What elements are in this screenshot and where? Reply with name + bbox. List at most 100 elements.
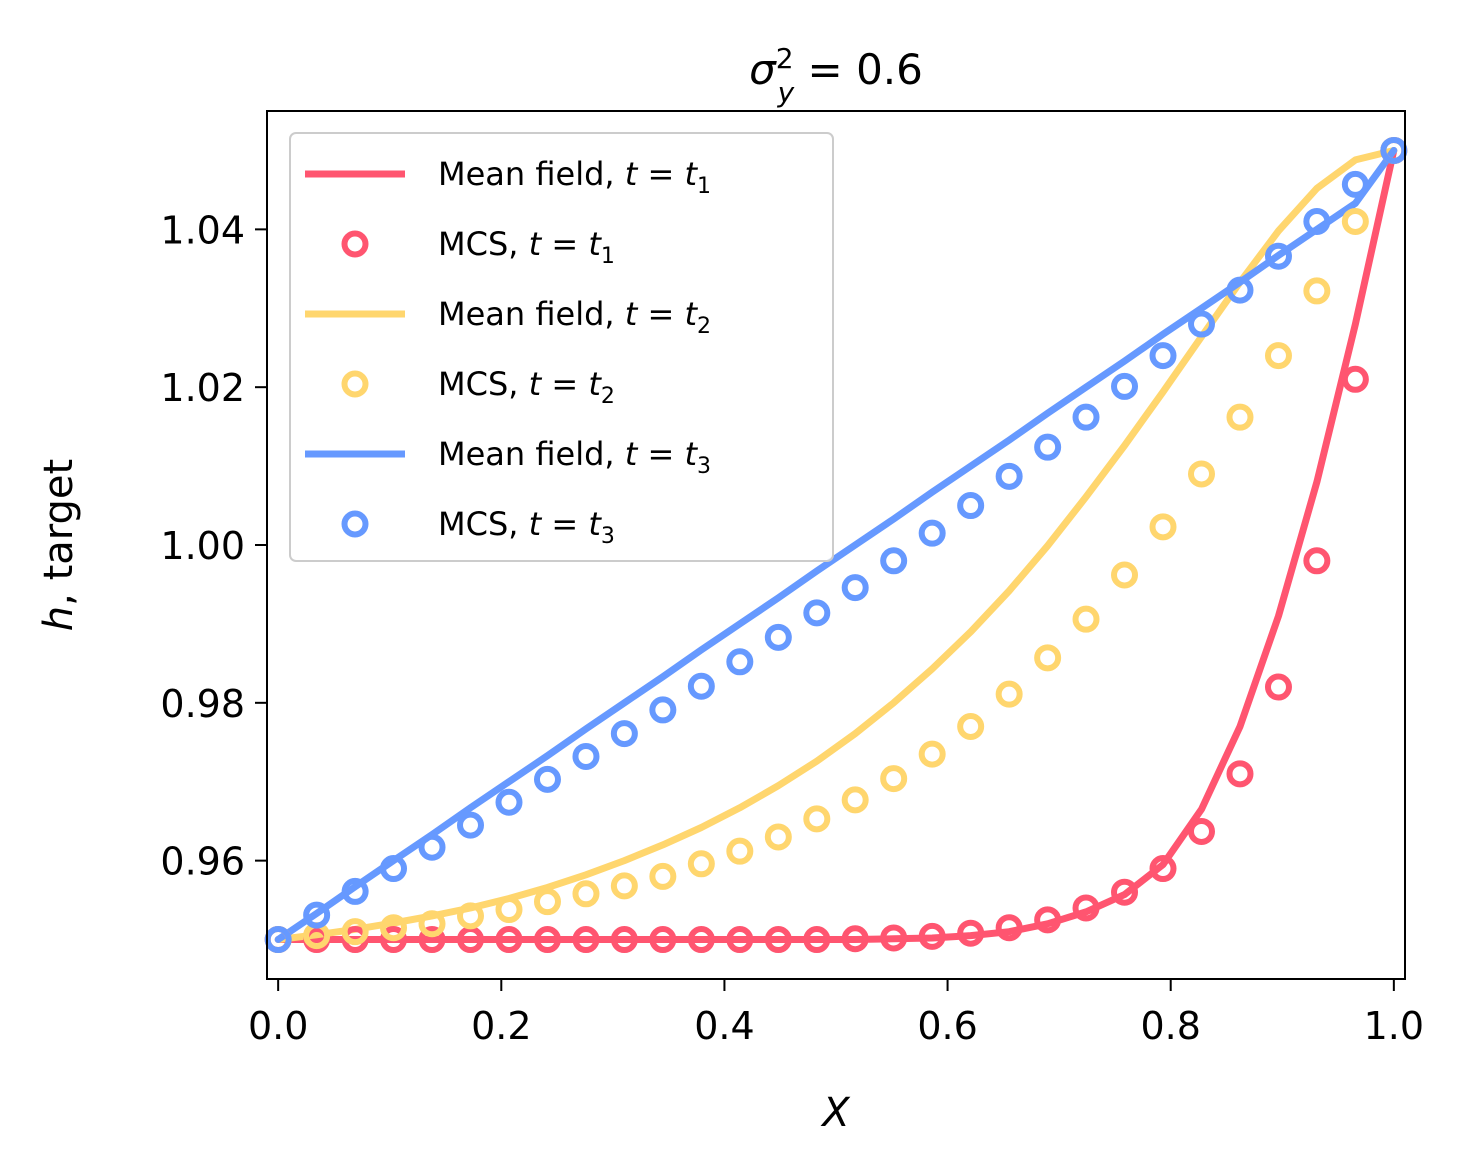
mcs-point-t2	[957, 712, 985, 740]
mcs-point-t3	[803, 599, 831, 627]
y-tick-label: 0.96	[160, 840, 245, 884]
mcs-point-t3	[457, 811, 485, 839]
legend-label: MCS, t = t2	[438, 365, 615, 409]
mcs-point-t2	[457, 902, 485, 930]
mcs-point-t1	[841, 925, 869, 953]
mcs-point-t1	[1187, 817, 1215, 845]
mcs-point-t3	[303, 901, 331, 929]
legend-marker-swatch	[341, 510, 369, 538]
series-line-t3	[274, 147, 1398, 943]
legend-marker-swatch	[341, 370, 369, 398]
legend-marker-swatch	[341, 230, 369, 258]
mcs-point-t3	[1187, 310, 1215, 338]
mcs-point-t3	[495, 788, 523, 816]
mcs-point-t2	[610, 872, 638, 900]
mcs-point-t2	[803, 805, 831, 833]
mcs-point-t3	[610, 720, 638, 748]
mcs-point-t2	[1149, 513, 1177, 541]
mcs-point-t2	[572, 880, 600, 908]
mcs-point-t3	[995, 462, 1023, 490]
mcs-point-t2	[764, 823, 792, 851]
mcs-point-t1	[687, 926, 715, 954]
mcs-point-t1	[880, 924, 908, 952]
legend-entries: Mean field, t = t1 MCS, t = t1 Mean field,…	[305, 155, 711, 549]
mcs-point-t3	[1149, 342, 1177, 370]
mcs-point-t1	[995, 914, 1023, 942]
x-tick-label: 0.0	[248, 1004, 308, 1048]
mcs-point-t3	[918, 519, 946, 547]
x-tick-label: 0.6	[917, 1004, 977, 1048]
mcs-point-t3	[1226, 276, 1254, 304]
mcs-point-t3	[1034, 433, 1062, 461]
mcs-point-t3	[1072, 403, 1100, 431]
mcs-point-t3	[1341, 170, 1369, 198]
mcs-point-t2	[918, 740, 946, 768]
y-tick-label: 0.98	[160, 682, 245, 726]
y-tick-label: 1.00	[160, 524, 245, 568]
mcs-point-t3	[341, 877, 369, 905]
mcs-point-t2	[1187, 460, 1215, 488]
x-tick-label: 1.0	[1364, 1004, 1424, 1048]
y-tick-label: 1.04	[160, 208, 245, 252]
mcs-point-t1	[495, 926, 523, 954]
series-line-t1	[274, 147, 1398, 943]
x-tick-label: 0.2	[471, 1004, 531, 1048]
mcs-point-t1	[957, 919, 985, 947]
mcs-point-t3	[1111, 372, 1139, 400]
mcs-point-t1	[649, 926, 677, 954]
mcs-point-t2	[1034, 644, 1062, 672]
mcs-point-t2	[726, 837, 754, 865]
mcs-point-t1	[610, 926, 638, 954]
mcs-point-t2	[1111, 561, 1139, 589]
mcs-point-t3	[572, 742, 600, 770]
mcs-point-t1	[533, 926, 561, 954]
mcs-point-t1	[1111, 878, 1139, 906]
chart-title: σ2 y = 0.6	[749, 42, 923, 109]
mcs-point-t2	[649, 862, 677, 890]
mcs-point-t1	[1341, 365, 1369, 393]
legend-label: MCS, t = t1	[438, 225, 615, 269]
mcs-point-t3	[764, 623, 792, 651]
mcs-point-t3	[687, 672, 715, 700]
mcs-point-t2	[880, 765, 908, 793]
mcs-point-t2	[841, 786, 869, 814]
y-axis: 0.96 0.98 1.00 1.02 1.04	[160, 208, 267, 884]
mcs-point-t1	[726, 926, 754, 954]
x-axis-label: X	[820, 1090, 851, 1136]
mcs-point-t3	[841, 574, 869, 602]
mcs-point-t1	[1149, 855, 1177, 883]
legend: Mean field, t = t1 MCS, t = t1 Mean field,…	[289, 132, 834, 562]
y-tick-label: 1.02	[160, 366, 245, 410]
mcs-point-t1	[1264, 673, 1292, 701]
mcs-point-t1	[764, 926, 792, 954]
mcs-point-t3	[880, 547, 908, 575]
x-tick-label: 0.8	[1140, 1004, 1200, 1048]
mcs-point-t2	[995, 680, 1023, 708]
legend-label: Mean field, t = t1	[438, 155, 711, 199]
series-layer	[264, 136, 1408, 954]
legend-label: Mean field, t = t3	[438, 435, 711, 479]
mcs-point-t2	[1341, 207, 1369, 235]
mcs-point-t1	[1072, 894, 1100, 922]
mcs-point-t1	[1303, 547, 1331, 575]
mcs-point-t3	[418, 833, 446, 861]
mcs-point-t2	[495, 896, 523, 924]
mcs-point-t1	[803, 926, 831, 954]
mcs-point-t1	[418, 926, 446, 954]
legend-label: Mean field, t = t2	[438, 295, 711, 339]
mcs-point-t2	[1072, 605, 1100, 633]
mcs-point-t3	[380, 855, 408, 883]
mcs-point-t1	[918, 922, 946, 950]
legend-label: MCS, t = t3	[438, 505, 615, 549]
mcs-point-t1	[572, 926, 600, 954]
mcs-point-t3	[649, 696, 677, 724]
x-tick-label: 0.4	[694, 1004, 754, 1048]
mcs-point-t2	[1303, 277, 1331, 305]
mcs-point-t3	[1264, 242, 1292, 270]
mcs-point-t3	[957, 492, 985, 520]
mcs-point-t2	[418, 910, 446, 938]
legend-frame	[289, 132, 834, 562]
mcs-point-t3	[533, 765, 561, 793]
mcs-point-t1	[1034, 906, 1062, 934]
